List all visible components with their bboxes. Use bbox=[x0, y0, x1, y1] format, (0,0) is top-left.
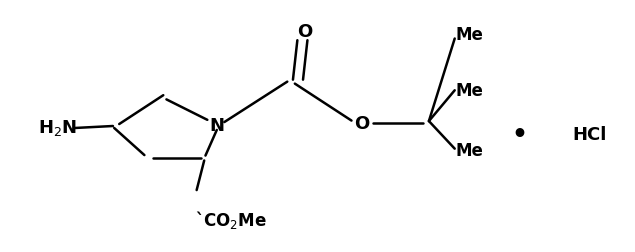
Text: Me: Me bbox=[456, 82, 484, 101]
Text: •: • bbox=[511, 123, 527, 147]
Text: HCl: HCl bbox=[572, 126, 607, 144]
Text: O: O bbox=[354, 115, 369, 133]
Text: Me: Me bbox=[456, 142, 484, 160]
Text: H$_2$N: H$_2$N bbox=[38, 118, 77, 138]
Text: `CO$_2$Me: `CO$_2$Me bbox=[195, 209, 267, 231]
Text: Me: Me bbox=[456, 26, 484, 44]
Text: N: N bbox=[210, 117, 224, 135]
Text: O: O bbox=[297, 23, 312, 41]
